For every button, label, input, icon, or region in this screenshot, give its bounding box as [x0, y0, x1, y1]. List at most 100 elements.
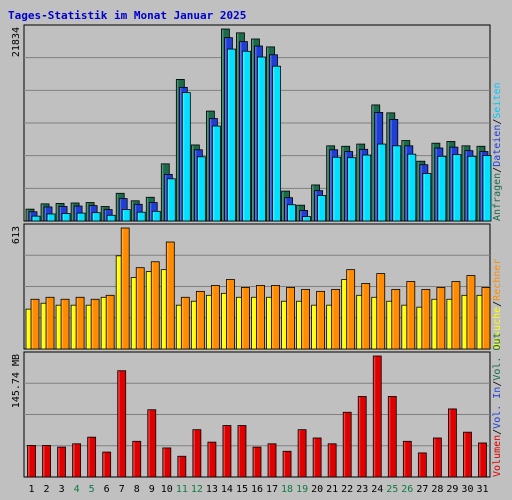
bar-highlight [267, 47, 269, 221]
bar-highlight [437, 287, 439, 349]
bar-volumen-day-21 [327, 443, 337, 478]
bar-highlight [59, 206, 62, 221]
bar-highlight [357, 295, 359, 349]
bar-highlight [197, 157, 200, 221]
bar-rechner-day-3 [60, 298, 70, 350]
bar-rechner-day-11 [180, 296, 190, 350]
bar-highlight [480, 152, 482, 221]
bar-highlight [402, 305, 404, 349]
x-tick-label-5: 5 [89, 484, 95, 495]
bar-highlight [178, 456, 180, 477]
bar-highlight [148, 410, 150, 477]
x-tick-label-31: 31 [476, 484, 488, 495]
bar-rechner-day-26 [406, 281, 416, 350]
bar-highlight [418, 453, 421, 477]
bar-volumen-day-7 [117, 370, 127, 478]
bar-highlight [182, 93, 185, 221]
bar-highlight [342, 280, 344, 349]
bar-highlight [387, 301, 389, 349]
bar-highlight [453, 155, 455, 221]
bar-highlight [227, 49, 230, 221]
bar-highlight [191, 145, 194, 221]
bar-volumen-day-23 [357, 396, 367, 478]
bar-rechner-day-18 [286, 287, 295, 350]
bar-seiten-day-14 [227, 48, 236, 222]
bar-highlight [462, 295, 464, 349]
bar-highlight [196, 291, 199, 349]
x-tick-label-11: 11 [176, 484, 188, 495]
bar-rechner-day-24 [376, 273, 386, 350]
legend-entry: Vol. In [492, 387, 503, 429]
bar-highlight [450, 147, 452, 221]
bar-highlight [273, 66, 275, 221]
bar-highlight [348, 158, 350, 221]
bar-highlight [176, 79, 179, 221]
bar-volumen-day-29 [448, 408, 457, 478]
bar-seiten-day-9 [151, 210, 161, 222]
bar-highlight [26, 309, 28, 349]
bar-highlight [287, 287, 289, 349]
bar-highlight [47, 214, 50, 221]
bar-highlight [223, 426, 225, 477]
bar-highlight [242, 51, 245, 221]
x-tick-label-22: 22 [341, 484, 353, 495]
bar-highlight [477, 295, 479, 349]
bar-volumen-day-12 [192, 429, 202, 478]
bar-highlight [318, 196, 320, 221]
bar-seiten-day-7 [121, 209, 131, 222]
bar-highlight [375, 112, 377, 221]
bar-rechner-day-10 [165, 241, 175, 350]
bar-highlight [118, 371, 120, 477]
bar-highlight [221, 293, 224, 349]
bar-highlight [300, 210, 302, 221]
bar-volumen-day-2 [42, 445, 51, 478]
x-tick-label-18: 18 [281, 484, 293, 495]
legend-entry: Vol. Out [492, 332, 503, 380]
bar-highlight [393, 146, 395, 221]
bar-volumen-day-28 [432, 437, 442, 478]
bar-highlight [74, 206, 77, 221]
bar-highlight [330, 150, 332, 221]
bar-volumen-day-6 [102, 451, 112, 478]
bar-rechner-day-31 [481, 287, 491, 350]
x-tick-label-10: 10 [161, 484, 173, 495]
bar-highlight [91, 299, 94, 349]
bar-highlight [104, 210, 107, 221]
x-tick-label-6: 6 [104, 484, 110, 495]
bar-highlight [267, 297, 269, 349]
bar-highlight [333, 157, 335, 221]
bar-volumen-day-25 [387, 396, 397, 478]
bar-highlight [390, 119, 392, 221]
bar-seiten-day-17 [272, 65, 281, 222]
bar-highlight [402, 141, 404, 221]
bar-highlight [462, 146, 464, 221]
bar-highlight [236, 297, 239, 349]
bar-highlight [272, 285, 274, 349]
bar-seiten-day-29 [452, 154, 462, 222]
bar-rechner-day-28 [436, 287, 446, 350]
bar-rechner-day-16 [256, 285, 265, 350]
bar-rechner-day-19 [301, 288, 310, 350]
bar-highlight [88, 437, 90, 477]
bar-highlight [313, 438, 316, 477]
bar-highlight [435, 148, 437, 221]
bar-highlight [92, 213, 95, 221]
bar-highlight [297, 205, 299, 221]
bar-highlight [387, 113, 389, 221]
bar-highlight [372, 297, 374, 349]
bar-highlight [288, 205, 290, 221]
bar-highlight [378, 144, 380, 221]
bar-highlight [268, 444, 271, 477]
x-tick-label-28: 28 [431, 484, 443, 495]
x-tick-label-30: 30 [461, 484, 473, 495]
legend-entry: Rechner [492, 259, 503, 301]
bar-seiten-day-15 [242, 50, 251, 222]
bar-seiten-day-21 [332, 156, 342, 222]
bar-highlight [403, 441, 406, 477]
bar-highlight [468, 156, 470, 221]
x-tick-label-4: 4 [74, 484, 80, 495]
legend-entry: Seiten [492, 82, 503, 118]
bar-highlight [58, 447, 60, 477]
